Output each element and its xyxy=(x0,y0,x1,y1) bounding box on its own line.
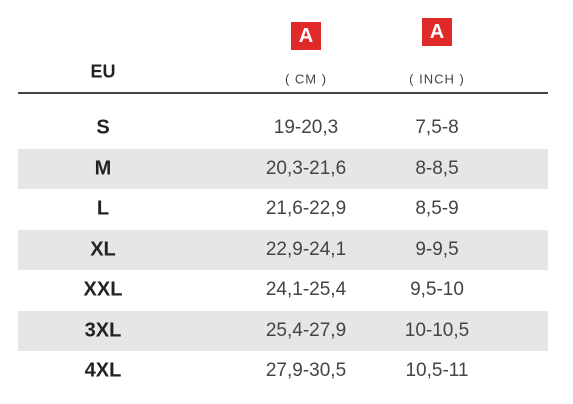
measurement: 25,4-27,9 xyxy=(265,319,347,341)
measurement: 10-10,5 xyxy=(404,319,470,341)
column-unit: ( INCH ) xyxy=(409,71,465,87)
column-unit: ( CM ) xyxy=(284,71,328,87)
row-stripe xyxy=(18,148,548,189)
measurement: 9-9,5 xyxy=(415,238,459,260)
size-label: L xyxy=(96,197,110,220)
measurement: 8-8,5 xyxy=(415,157,459,179)
unit-badge: A xyxy=(291,22,321,50)
measurement: 20,3-21,6 xyxy=(265,157,347,179)
column-header: EU xyxy=(90,61,116,82)
size-label: 3XL xyxy=(84,319,122,342)
size-label: XXL xyxy=(83,278,123,301)
unit-badge: A xyxy=(422,18,452,46)
measurement: 22,9-24,1 xyxy=(265,238,347,260)
measurement: 8,5-9 xyxy=(415,198,459,220)
row-stripe xyxy=(18,310,548,351)
measurement: 7,5-8 xyxy=(415,117,459,139)
size-label: 4XL xyxy=(84,359,122,382)
measurement: 27,9-30,5 xyxy=(265,360,347,382)
row-stripe xyxy=(18,229,548,270)
header-rule xyxy=(18,92,548,94)
measurement: 19-20,3 xyxy=(273,117,339,139)
measurement: 10,5-11 xyxy=(405,360,469,382)
measurement: 21,6-22,9 xyxy=(265,198,347,220)
measurement: 24,1-25,4 xyxy=(265,279,347,301)
size-label: XL xyxy=(90,238,116,261)
size-label: M xyxy=(94,157,112,180)
measurement: 9,5-10 xyxy=(410,279,464,301)
size-label: S xyxy=(96,116,110,139)
